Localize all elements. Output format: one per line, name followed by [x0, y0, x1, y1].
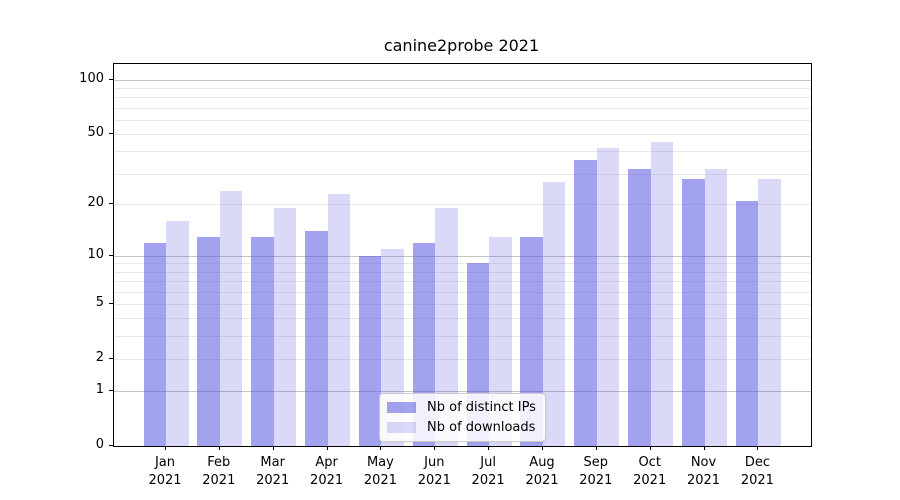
- x-tick-mark-dec: [757, 446, 759, 450]
- x-tick-mark-sep: [595, 446, 597, 450]
- x-tick-label-jun: Jun 2021: [417, 455, 451, 488]
- gridline-90: [114, 88, 811, 90]
- gridline-3: [114, 336, 811, 337]
- gridline-60: [114, 119, 811, 121]
- bar-distinct-ips-oct: [628, 168, 651, 446]
- plot-area: Nb of distinct IPs Nb of downloads: [113, 63, 812, 447]
- y-tick-mark-2: [109, 357, 113, 359]
- gridline-7: [114, 281, 811, 282]
- y-tick-label-20: 20: [87, 195, 104, 211]
- bar-downloads-apr: [327, 193, 351, 446]
- bar-downloads-sep: [596, 147, 620, 446]
- bar-downloads-aug: [542, 181, 566, 446]
- x-tick-label-sep: Sep 2021: [579, 455, 613, 488]
- y-tick-mark-0: [109, 445, 113, 446]
- x-tick-mark-aug: [542, 446, 543, 450]
- legend-label-downloads: Nb of downloads: [427, 420, 536, 435]
- y-tick-label-5: 5: [95, 294, 104, 310]
- gridline-20: [114, 204, 811, 206]
- x-tick-label-jul: Jul 2021: [471, 455, 505, 488]
- gridline-6: [114, 291, 811, 293]
- gridline-9: [114, 263, 811, 265]
- gridline-40: [114, 151, 811, 153]
- gridline-5: [114, 303, 811, 305]
- y-tick-label-0: 0: [95, 437, 104, 452]
- gridline-10: [114, 255, 811, 257]
- x-tick-mark-mar: [272, 446, 274, 450]
- gridline-30: [114, 173, 811, 175]
- x-tick-label-apr: Apr 2021: [310, 455, 344, 488]
- gridline-100: [114, 79, 811, 81]
- gridline-70: [114, 107, 811, 109]
- x-tick-label-oct: Oct 2021: [633, 455, 667, 488]
- gridline-2: [114, 358, 811, 360]
- x-tick-label-may: May 2021: [363, 455, 397, 488]
- bar-downloads-oct: [650, 142, 674, 446]
- x-tick-mark-jul: [488, 446, 490, 450]
- y-tick-label-2: 2: [95, 349, 104, 365]
- bar-distinct-ips-sep: [574, 159, 597, 446]
- bar-distinct-ips-nov: [682, 178, 705, 446]
- x-tick-mark-oct: [649, 446, 651, 450]
- y-tick-mark-10: [109, 254, 113, 256]
- bar-distinct-ips-may: [358, 255, 382, 446]
- legend-swatch-downloads: [387, 422, 416, 433]
- x-tick-mark-apr: [326, 446, 328, 450]
- gridline-50: [114, 134, 811, 135]
- gridline-8: [114, 271, 811, 273]
- x-tick-label-dec: Dec 2021: [740, 455, 774, 488]
- bar-downloads-feb: [219, 190, 243, 446]
- y-tick-mark-100: [109, 78, 113, 80]
- chart-title: canine2probe 2021: [383, 36, 540, 55]
- gridline-4: [114, 318, 811, 320]
- bar-downloads-jun: [435, 208, 458, 446]
- y-tick-label-100: 100: [79, 70, 104, 86]
- bar-downloads-mar: [273, 208, 297, 446]
- bar-distinct-ips-apr: [305, 231, 328, 446]
- bar-downloads-jan: [166, 221, 189, 446]
- bar-distinct-ips-mar: [251, 236, 274, 446]
- bar-distinct-ips-jan: [143, 242, 166, 446]
- x-tick-label-nov: Nov 2021: [686, 455, 721, 488]
- x-tick-label-jan: Jan 2021: [148, 455, 182, 488]
- legend-swatch-distinct-ips: [387, 402, 416, 413]
- y-tick-label-50: 50: [87, 125, 104, 140]
- y-tick-mark-20: [109, 203, 113, 205]
- y-tick-label-1: 1: [95, 382, 104, 397]
- x-tick-mark-jan: [165, 446, 166, 450]
- y-tick-label-10: 10: [87, 246, 104, 262]
- legend: Nb of distinct IPs Nb of downloads: [379, 393, 546, 442]
- x-tick-mark-jun: [434, 446, 436, 450]
- legend-item-distinct-ips: Nb of distinct IPs: [387, 399, 536, 416]
- x-tick-label-feb: Feb 2021: [202, 455, 236, 488]
- y-tick-mark-5: [109, 302, 113, 304]
- legend-item-downloads: Nb of downloads: [387, 419, 536, 436]
- bar-distinct-ips-feb: [197, 236, 220, 446]
- x-tick-label-aug: Aug 2021: [525, 455, 559, 488]
- bar-downloads-dec: [758, 178, 781, 446]
- gridline-1: [114, 391, 811, 392]
- gridline-80: [114, 97, 811, 99]
- legend-label-distinct-ips: Nb of distinct IPs: [427, 400, 536, 415]
- y-tick-mark-1: [109, 390, 113, 391]
- x-tick-mark-feb: [218, 446, 220, 450]
- x-tick-mark-nov: [703, 446, 705, 450]
- x-tick-mark-may: [380, 446, 382, 450]
- x-tick-label-mar: Mar 2021: [256, 455, 290, 488]
- bar-distinct-ips-dec: [735, 200, 759, 446]
- bar-downloads-nov: [704, 168, 727, 446]
- y-tick-mark-50: [109, 133, 113, 134]
